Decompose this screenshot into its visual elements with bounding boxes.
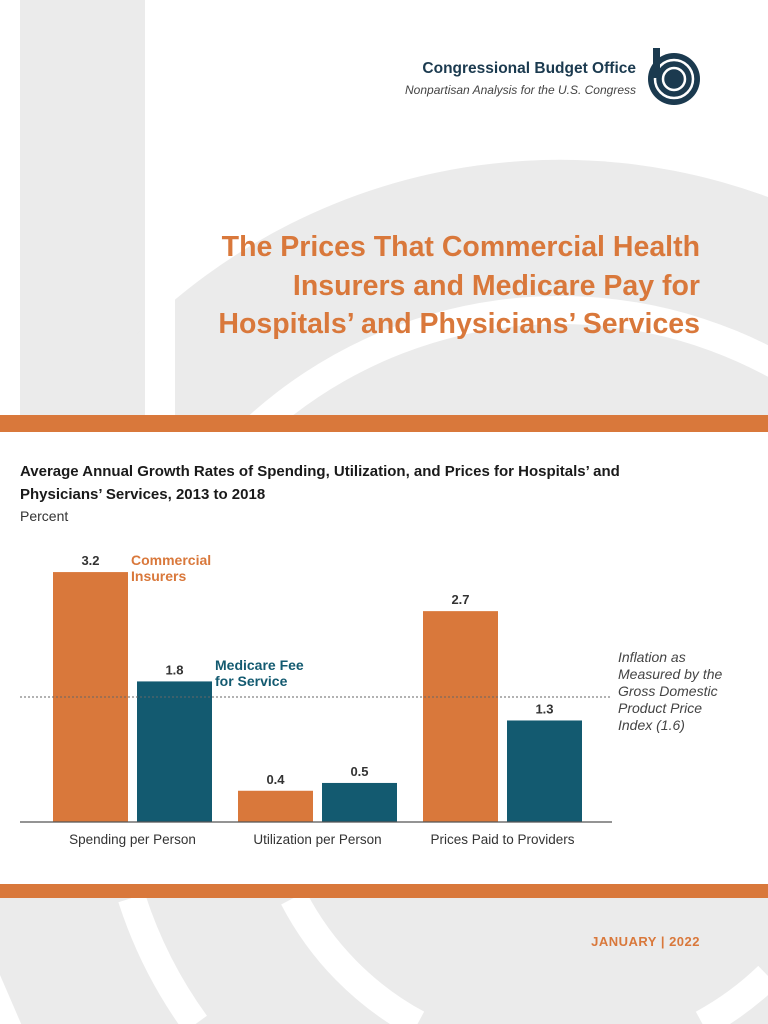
bar-commercial — [238, 790, 313, 822]
bar-medicare — [507, 720, 582, 822]
chart-title: Average Annual Growth Rates of Spending,… — [20, 463, 620, 503]
cbo-logo-icon — [648, 48, 700, 105]
bar-commercial — [423, 611, 498, 822]
x-tick-label: Spending per Person — [69, 832, 196, 847]
x-tick-label: Utilization per Person — [253, 832, 381, 847]
watermark-bottom-ring — [118, 893, 207, 1024]
report-date: JANUARY | 2022 — [591, 934, 700, 949]
legend-medicare-fee-for-service: Medicare Fee for Service — [215, 657, 304, 689]
watermark-stem — [20, 0, 145, 415]
bar-chart: 3.2 0.4 2.7 1.8 0.5 1.3 Spending per Person Uti… — [20, 552, 722, 847]
bottom-orange-band — [0, 884, 768, 898]
data-label: 1.3 — [535, 701, 553, 716]
org-name: Congressional Budget Office — [422, 60, 636, 77]
data-label: 0.5 — [350, 764, 368, 779]
org-tagline: Nonpartisan Analysis for the U.S. Congre… — [405, 83, 636, 97]
top-orange-band — [0, 415, 768, 432]
bar-medicare — [137, 681, 212, 822]
data-label: 2.7 — [451, 592, 469, 607]
data-label: 1.8 — [165, 662, 183, 677]
data-label: 3.2 — [81, 553, 99, 568]
chart-unit-label: Percent — [20, 508, 69, 524]
report-title: The Prices That Commercial Health Insure… — [218, 231, 700, 340]
x-tick-label: Prices Paid to Providers — [430, 832, 574, 847]
reference-line-label: Inflation as Measured by the Gross Domesti… — [618, 649, 722, 733]
watermark-arc-inner — [293, 323, 768, 415]
watermark-bottom-fill — [0, 898, 768, 1024]
data-label: 0.4 — [266, 772, 285, 787]
watermark-bottom-inner-ring-right — [695, 965, 768, 1024]
legend-commercial-insurers: Commercial Insurers — [131, 552, 211, 584]
watermark-stem-gap — [145, 160, 175, 415]
watermark-bottom-inner-ring-left — [281, 891, 425, 1024]
bar-medicare — [322, 782, 397, 822]
